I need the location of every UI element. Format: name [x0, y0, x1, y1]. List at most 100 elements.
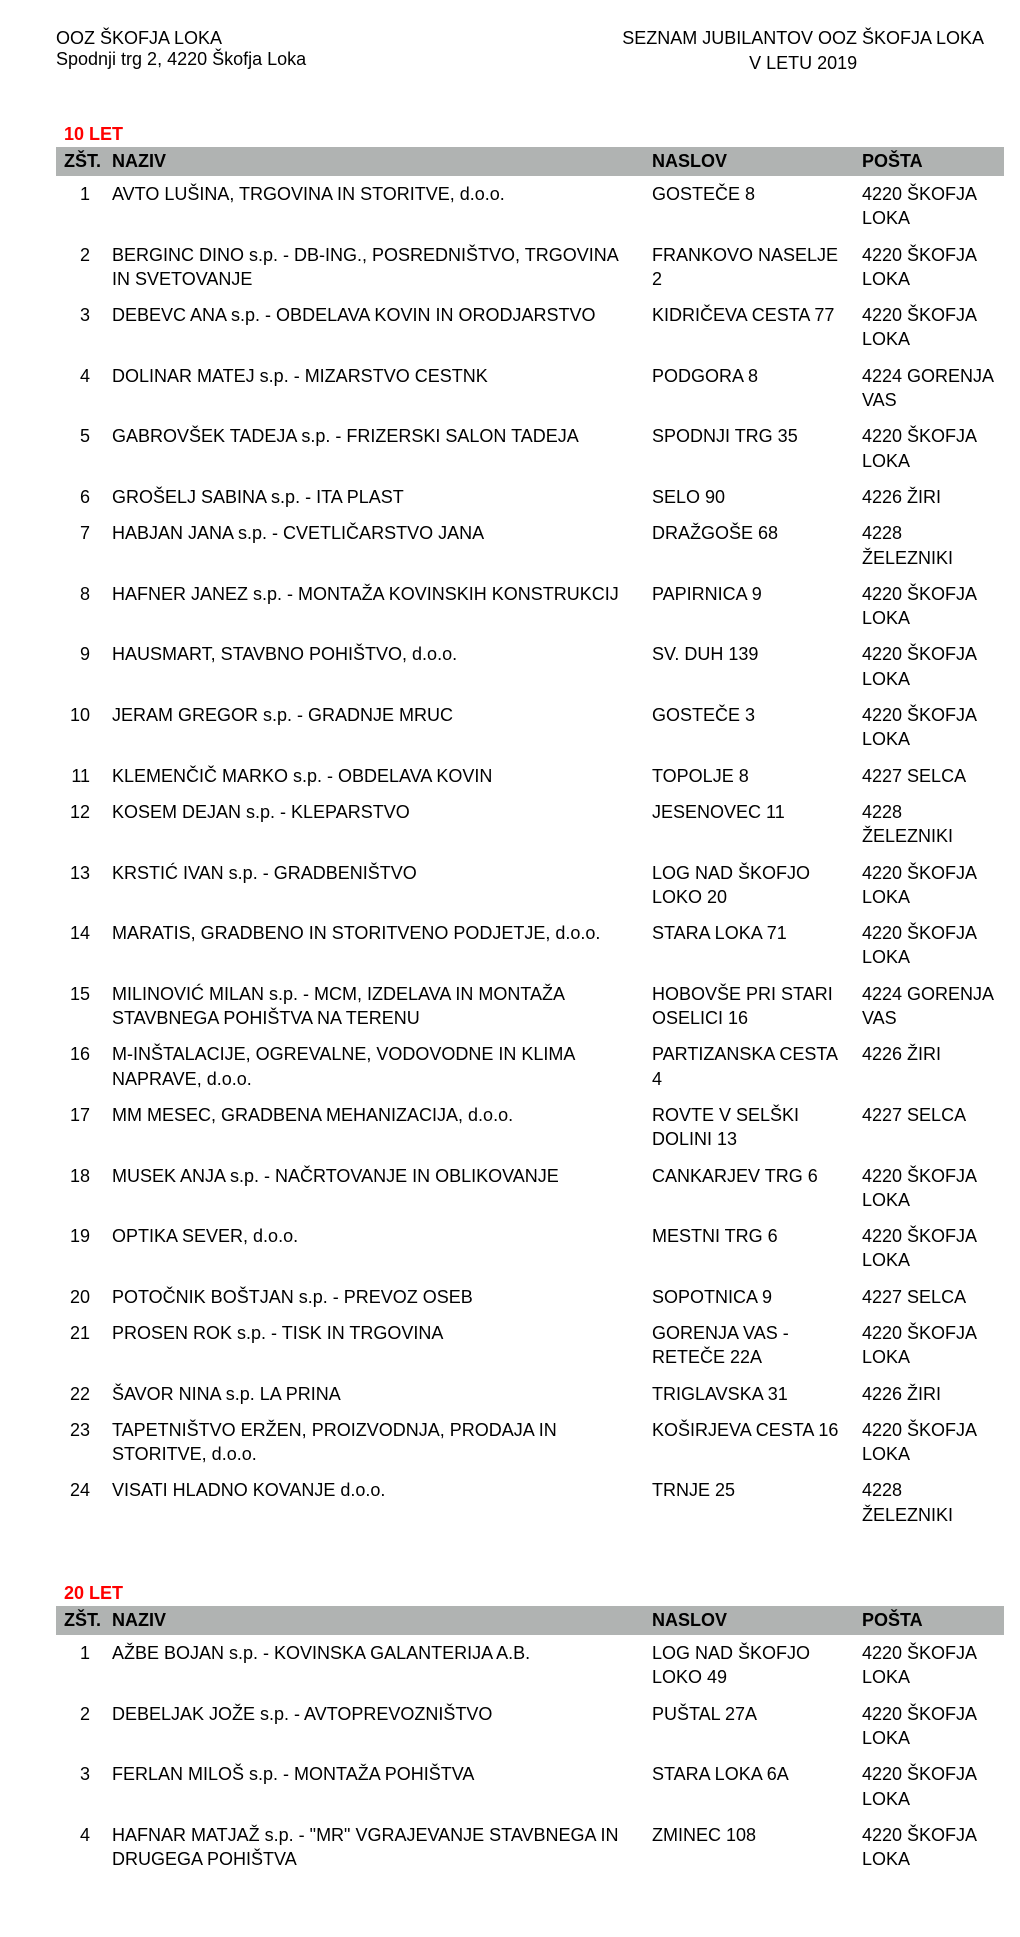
cell-naziv: MARATIS, GRADBENO IN STORITVENO PODJETJE… — [104, 915, 644, 976]
cell-naslov: TRIGLAVSKA 31 — [644, 1376, 854, 1412]
cell-naslov: JESENOVEC 11 — [644, 794, 854, 855]
cell-naslov: LOG NAD ŠKOFJO LOKO 20 — [644, 855, 854, 916]
cell-naziv: FERLAN MILOŠ s.p. - MONTAŽA POHIŠTVA — [104, 1756, 644, 1817]
cell-naslov: STARA LOKA 6A — [644, 1756, 854, 1817]
cell-naslov: DRAŽGOŠE 68 — [644, 515, 854, 576]
cell-zst: 11 — [56, 758, 104, 794]
section-title-20let: 20 LET — [64, 1583, 984, 1604]
page: OOZ ŠKOFJA LOKA Spodnji trg 2, 4220 Škof… — [0, 0, 1020, 1937]
col-header-posta: POŠTA — [854, 147, 1004, 176]
cell-naziv: DOLINAR MATEJ s.p. - MIZARSTVO CESTNK — [104, 358, 644, 419]
cell-zst: 18 — [56, 1158, 104, 1219]
table-row: 7HABJAN JANA s.p. - CVETLIČARSTVO JANADR… — [56, 515, 1004, 576]
cell-naslov: SELO 90 — [644, 479, 854, 515]
cell-zst: 8 — [56, 576, 104, 637]
table-row: 1AŽBE BOJAN s.p. - KOVINSKA GALANTERIJA … — [56, 1635, 1004, 1696]
cell-posta: 4227 SELCA — [854, 1279, 1004, 1315]
cell-naziv: M-INŠTALACIJE, OGREVALNE, VODOVODNE IN K… — [104, 1036, 644, 1097]
cell-posta: 4224 GORENJA VAS — [854, 358, 1004, 419]
table-row: 8HAFNER JANEZ s.p. - MONTAŽA KOVINSKIH K… — [56, 576, 1004, 637]
table-row: 5GABROVŠEK TADEJA s.p. - FRIZERSKI SALON… — [56, 418, 1004, 479]
cell-zst: 5 — [56, 418, 104, 479]
table-20let: ZŠT. NAZIV NASLOV POŠTA 1AŽBE BOJAN s.p.… — [56, 1606, 1004, 1877]
cell-naziv: KLEMENČIČ MARKO s.p. - OBDELAVA KOVIN — [104, 758, 644, 794]
cell-naziv: KOSEM DEJAN s.p. - KLEPARSTVO — [104, 794, 644, 855]
section-20let: 20 LET ZŠT. NAZIV NASLOV POŠTA 1AŽBE BOJ… — [56, 1583, 984, 1877]
cell-naslov: SPODNJI TRG 35 — [644, 418, 854, 479]
col-header-naziv: NAZIV — [104, 147, 644, 176]
table-10let-body: 1AVTO LUŠINA, TRGOVINA IN STORITVE, d.o.… — [56, 176, 1004, 1533]
col-header-naziv: NAZIV — [104, 1606, 644, 1635]
table-row: 1AVTO LUŠINA, TRGOVINA IN STORITVE, d.o.… — [56, 176, 1004, 237]
cell-zst: 10 — [56, 697, 104, 758]
cell-posta: 4226 ŽIRI — [854, 1376, 1004, 1412]
cell-zst: 1 — [56, 176, 104, 237]
cell-posta: 4220 ŠKOFJA LOKA — [854, 1158, 1004, 1219]
cell-naziv: MUSEK ANJA s.p. - NAČRTOVANJE IN OBLIKOV… — [104, 1158, 644, 1219]
cell-naslov: PUŠTAL 27A — [644, 1696, 854, 1757]
cell-naziv: POTOČNIK BOŠTJAN s.p. - PREVOZ OSEB — [104, 1279, 644, 1315]
cell-posta: 4220 ŠKOFJA LOKA — [854, 576, 1004, 637]
cell-naziv: HAUSMART, STAVBNO POHIŠTVO, d.o.o. — [104, 636, 644, 697]
cell-naziv: KRSTIĆ IVAN s.p. - GRADBENIŠTVO — [104, 855, 644, 916]
cell-naziv: BERGINC DINO s.p. - DB-ING., POSREDNIŠTV… — [104, 237, 644, 298]
table-row: 4DOLINAR MATEJ s.p. - MIZARSTVO CESTNKPO… — [56, 358, 1004, 419]
cell-naziv: GROŠELJ SABINA s.p. - ITA PLAST — [104, 479, 644, 515]
cell-zst: 21 — [56, 1315, 104, 1376]
cell-posta: 4227 SELCA — [854, 758, 1004, 794]
cell-posta: 4220 ŠKOFJA LOKA — [854, 636, 1004, 697]
cell-naslov: GOSTEČE 8 — [644, 176, 854, 237]
cell-zst: 4 — [56, 358, 104, 419]
cell-zst: 2 — [56, 237, 104, 298]
cell-posta: 4226 ŽIRI — [854, 479, 1004, 515]
table-row: 18MUSEK ANJA s.p. - NAČRTOVANJE IN OBLIK… — [56, 1158, 1004, 1219]
cell-posta: 4228 ŽELEZNIKI — [854, 515, 1004, 576]
cell-zst: 9 — [56, 636, 104, 697]
cell-posta: 4220 ŠKOFJA LOKA — [854, 1412, 1004, 1473]
cell-zst: 17 — [56, 1097, 104, 1158]
table-row: 15MILINOVIĆ MILAN s.p. - MCM, IZDELAVA I… — [56, 976, 1004, 1037]
org-address: Spodnji trg 2, 4220 Škofja Loka — [56, 49, 306, 70]
org-name: OOZ ŠKOFJA LOKA — [56, 28, 306, 49]
table-row: 9HAUSMART, STAVBNO POHIŠTVO, d.o.o.SV. D… — [56, 636, 1004, 697]
page-header: OOZ ŠKOFJA LOKA Spodnji trg 2, 4220 Škof… — [56, 28, 984, 74]
cell-naslov: SOPOTNICA 9 — [644, 1279, 854, 1315]
cell-posta: 4220 ŠKOFJA LOKA — [854, 1218, 1004, 1279]
cell-zst: 6 — [56, 479, 104, 515]
cell-zst: 13 — [56, 855, 104, 916]
table-row: 24VISATI HLADNO KOVANJE d.o.o.TRNJE 2542… — [56, 1472, 1004, 1533]
cell-naslov: KOŠIRJEVA CESTA 16 — [644, 1412, 854, 1473]
table-row: 6GROŠELJ SABINA s.p. - ITA PLASTSELO 904… — [56, 479, 1004, 515]
cell-naziv: DEBELJAK JOŽE s.p. - AVTOPREVOZNIŠTVO — [104, 1696, 644, 1757]
col-header-zst: ZŠT. — [56, 147, 104, 176]
cell-posta: 4220 ŠKOFJA LOKA — [854, 915, 1004, 976]
cell-naziv: AŽBE BOJAN s.p. - KOVINSKA GALANTERIJA A… — [104, 1635, 644, 1696]
cell-posta: 4220 ŠKOFJA LOKA — [854, 297, 1004, 358]
cell-zst: 2 — [56, 1696, 104, 1757]
table-row: 23TAPETNIŠTVO ERŽEN, PROIZVODNJA, PRODAJ… — [56, 1412, 1004, 1473]
cell-naslov: CANKARJEV TRG 6 — [644, 1158, 854, 1219]
cell-zst: 15 — [56, 976, 104, 1037]
cell-naslov: ROVTE V SELŠKI DOLINI 13 — [644, 1097, 854, 1158]
cell-posta: 4220 ŠKOFJA LOKA — [854, 1817, 1004, 1878]
table-10let-head: ZŠT. NAZIV NASLOV POŠTA — [56, 147, 1004, 176]
cell-posta: 4227 SELCA — [854, 1097, 1004, 1158]
cell-posta: 4220 ŠKOFJA LOKA — [854, 1635, 1004, 1696]
col-header-naslov: NASLOV — [644, 1606, 854, 1635]
table-row: 11KLEMENČIČ MARKO s.p. - OBDELAVA KOVINT… — [56, 758, 1004, 794]
header-left: OOZ ŠKOFJA LOKA Spodnji trg 2, 4220 Škof… — [56, 28, 306, 70]
cell-posta: 4228 ŽELEZNIKI — [854, 794, 1004, 855]
cell-naslov: FRANKOVO NASELJE 2 — [644, 237, 854, 298]
table-row: 17MM MESEC, GRADBENA MEHANIZACIJA, d.o.o… — [56, 1097, 1004, 1158]
cell-posta: 4220 ŠKOFJA LOKA — [854, 855, 1004, 916]
cell-zst: 4 — [56, 1817, 104, 1878]
doc-title-line2: V LETU 2019 — [622, 53, 984, 74]
header-right: SEZNAM JUBILANTOV OOZ ŠKOFJA LOKA V LETU… — [622, 28, 984, 74]
cell-naslov: PARTIZANSKA CESTA 4 — [644, 1036, 854, 1097]
cell-zst: 20 — [56, 1279, 104, 1315]
cell-naslov: GOSTEČE 3 — [644, 697, 854, 758]
cell-posta: 4220 ŠKOFJA LOKA — [854, 176, 1004, 237]
table-20let-body: 1AŽBE BOJAN s.p. - KOVINSKA GALANTERIJA … — [56, 1635, 1004, 1877]
cell-zst: 1 — [56, 1635, 104, 1696]
cell-zst: 22 — [56, 1376, 104, 1412]
